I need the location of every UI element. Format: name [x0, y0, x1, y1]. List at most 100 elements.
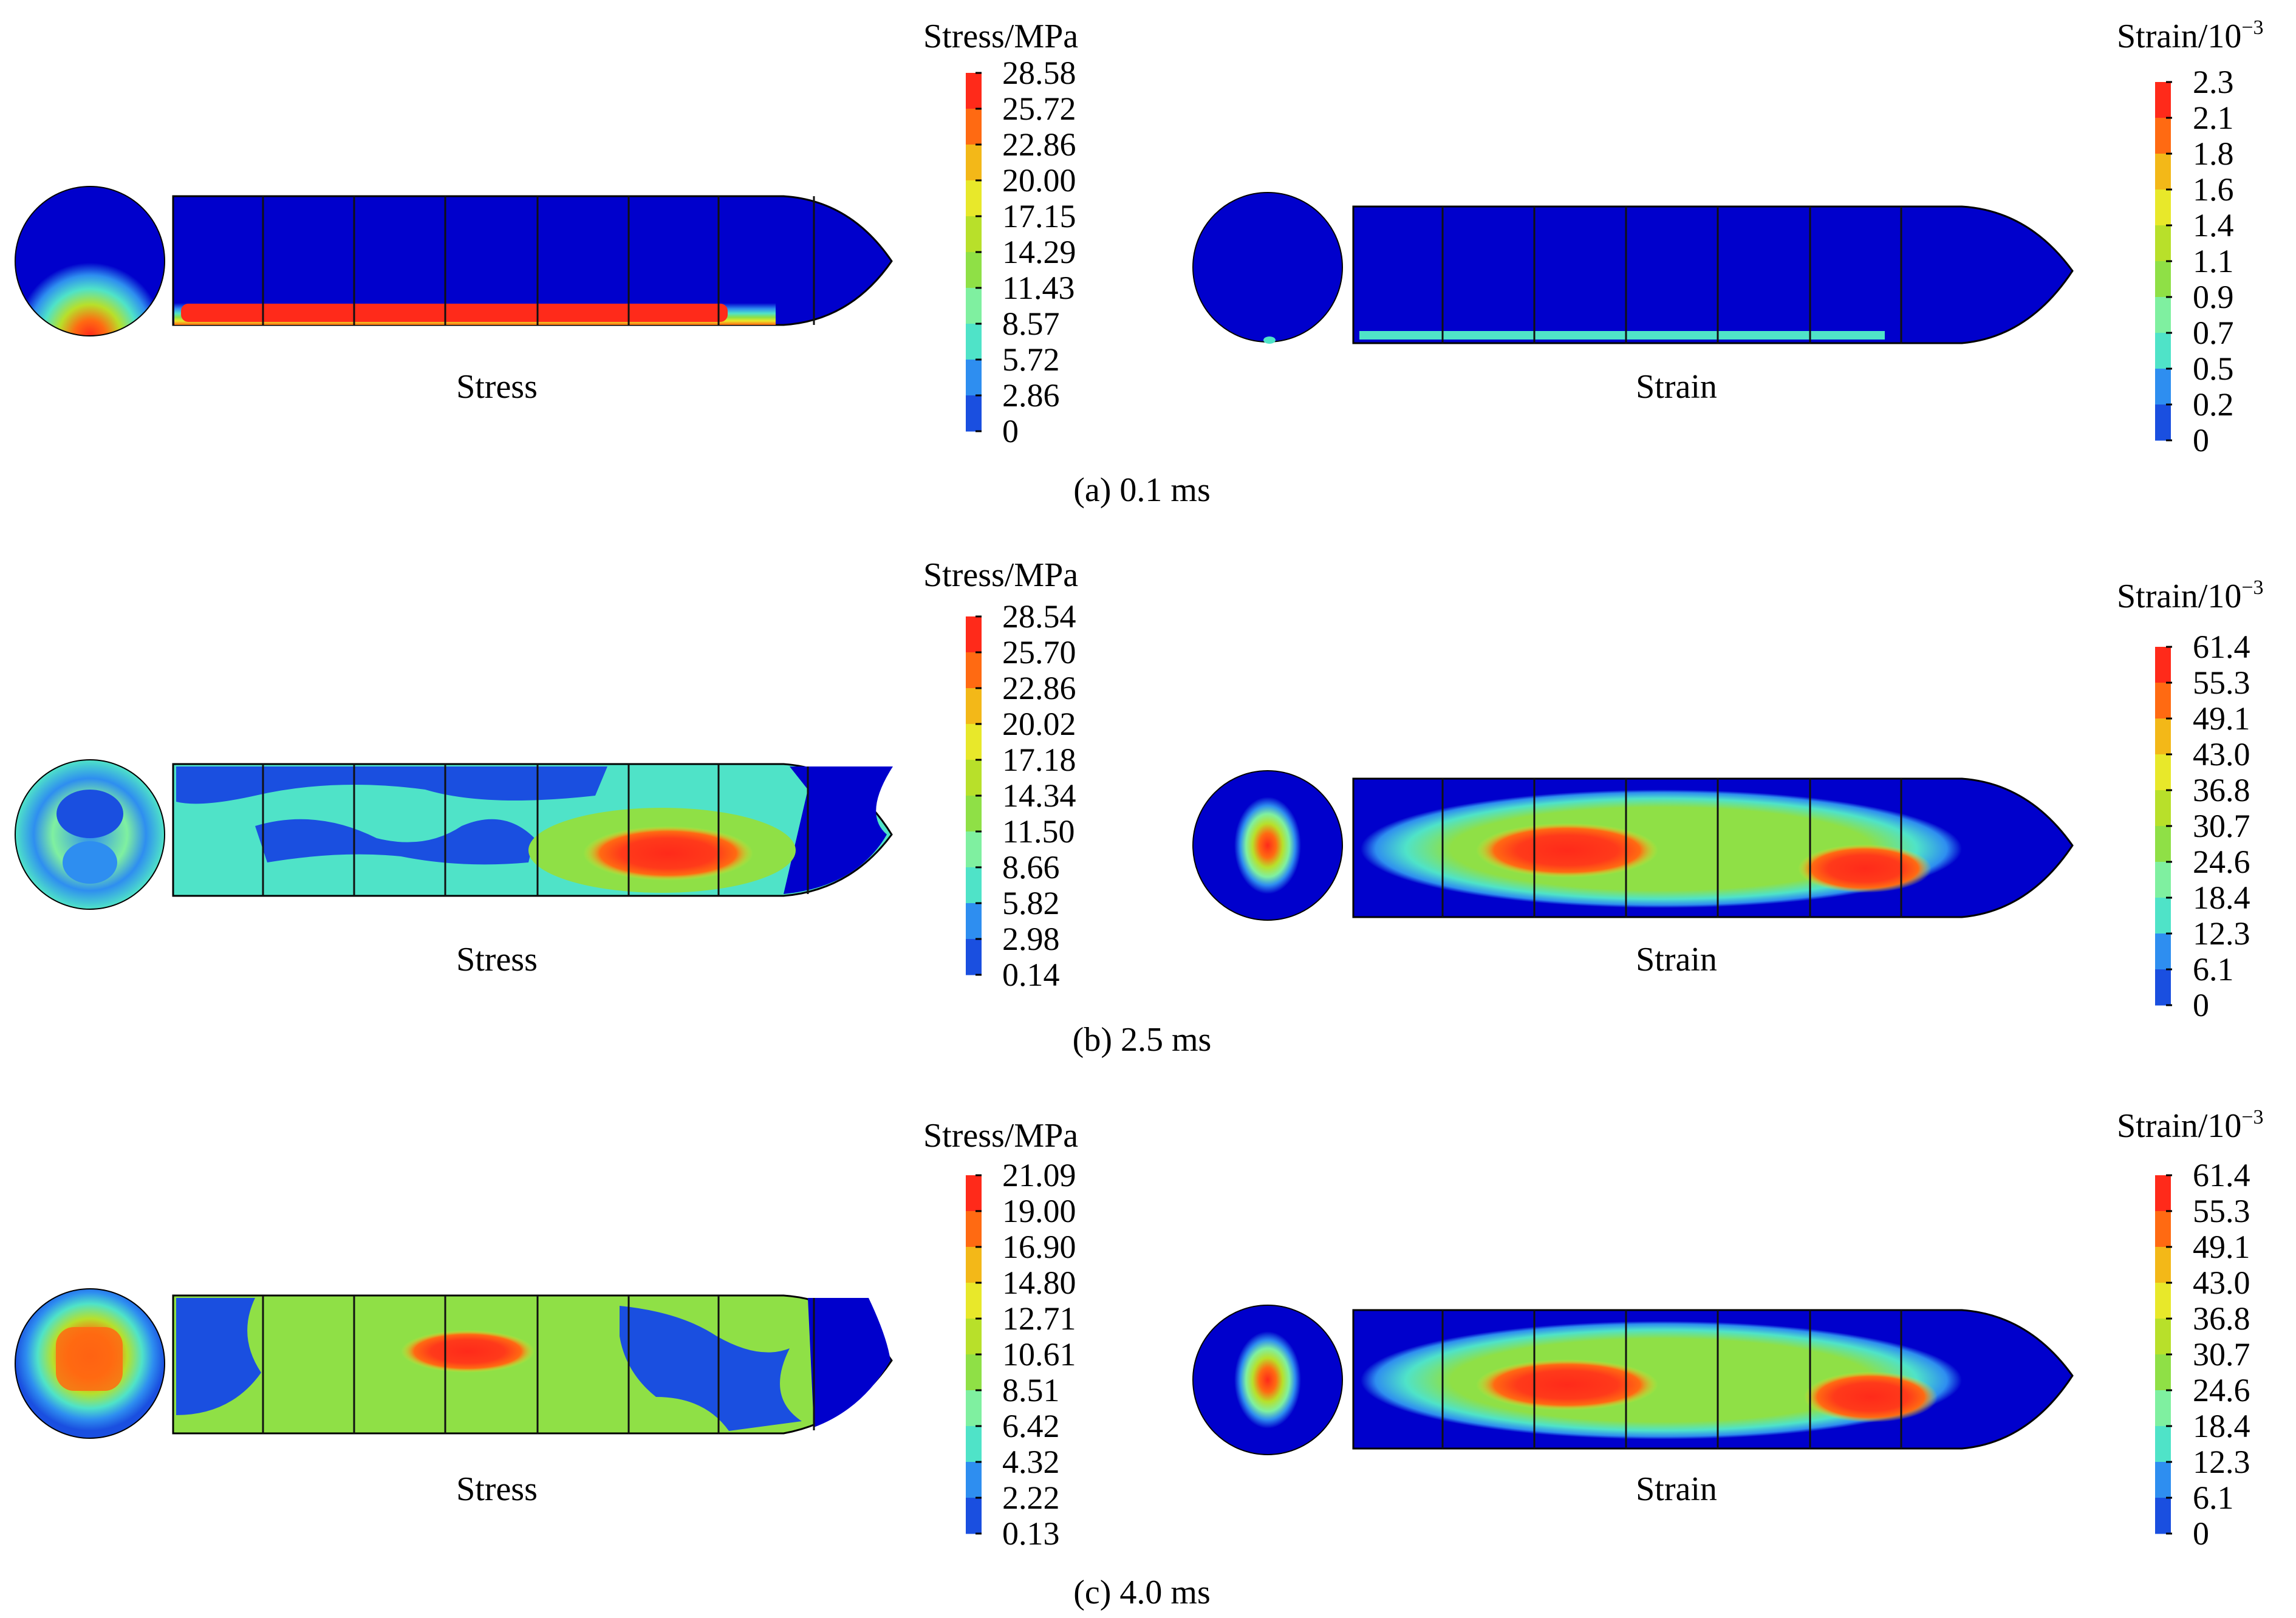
tick-label: 11.50	[1002, 813, 1075, 850]
tick-label: 2.86	[1002, 377, 1060, 414]
tick-label: 0.7	[2193, 315, 2234, 351]
colorbar-level-red-orange	[966, 109, 982, 145]
stress-scale-title: Stress/MPa	[923, 18, 1078, 55]
tick-label: 2.3	[2193, 64, 2234, 100]
colorbar-level-yellow	[966, 1283, 982, 1319]
tick-label: 28.58	[1002, 55, 1076, 91]
stress-scale-a: Stress/MPa 28.5825.7222.8620.0017.1514.2…	[923, 18, 1078, 449]
element-lines-strain-b	[1441, 779, 1902, 917]
tick-label: 16.90	[1002, 1229, 1076, 1265]
tick-label: 22.86	[1002, 126, 1076, 163]
tick-label: 21.09	[1002, 1157, 1076, 1193]
colorbar-level-red	[2155, 82, 2171, 118]
strain-panel-c: Strain	[1192, 1305, 2074, 1508]
tick-label: 4.32	[1002, 1444, 1060, 1480]
tick-label: 1.4	[2193, 207, 2234, 244]
colorbar-level-yellow-green	[966, 216, 982, 253]
stress-blue-patch-c2	[620, 1306, 802, 1431]
tick-label: 6.1	[2193, 951, 2234, 988]
tick-label: 20.00	[1002, 162, 1076, 199]
colorbar-level-green	[2155, 1354, 2171, 1391]
colorbar-level-orange	[2155, 719, 2171, 755]
tick-label: 5.82	[1002, 885, 1060, 921]
row-b: Stress Stress/MPa 28.5425.7022.8620.0217…	[15, 556, 2264, 1059]
strain-scale-title: Strain/10−3	[2117, 576, 2264, 615]
colorbar-level-red	[966, 616, 982, 653]
tick-label: 0.13	[1002, 1515, 1060, 1552]
tick-label: 8.57	[1002, 306, 1060, 342]
stress-blue-patch-b2	[255, 819, 535, 865]
stress-colorbar-c	[966, 1175, 982, 1534]
colorbar-level-blue	[2155, 1498, 2171, 1534]
tick-label: 22.86	[1002, 670, 1076, 706]
colorbar-level-yellow	[2155, 1283, 2171, 1319]
colorbar-level-aquamarine	[966, 1390, 982, 1427]
tick-label: 61.4	[2193, 629, 2250, 665]
colorbar-level-blue	[966, 395, 982, 432]
stress-hot-zone-b	[583, 826, 753, 881]
colorbar-level-red	[2155, 647, 2171, 683]
tick-label: 25.70	[1002, 634, 1076, 671]
colorbar-level-red-orange	[2155, 1211, 2171, 1248]
tick-label: 55.3	[2193, 664, 2250, 701]
strain-scale-c: Strain/10−3 61.455.349.143.036.830.724.6…	[2117, 1106, 2264, 1552]
strain-core-b	[1234, 797, 1301, 894]
stress-swirl-b1	[56, 790, 123, 838]
tick-label: 2.98	[1002, 921, 1060, 957]
colorbar-level-aquamarine	[2155, 297, 2171, 333]
tick-label: 6.1	[2193, 1480, 2234, 1516]
stress-cross-section-a	[15, 186, 165, 336]
stress-blue-patch-b1	[176, 766, 607, 804]
tick-label: 0	[2193, 422, 2209, 459]
element-lines-strain-c	[1441, 1310, 1902, 1449]
tick-label: 17.15	[1002, 198, 1076, 234]
strain-spot-a	[1263, 336, 1276, 344]
stress-plot-label: Stress	[456, 1470, 538, 1508]
colorbar-level-green	[966, 796, 982, 832]
stress-ticks-c: 21.0919.0016.9014.8012.7110.618.516.424.…	[975, 1157, 1076, 1552]
strain-core-c	[1234, 1331, 1301, 1429]
stress-panel-c: Stress	[15, 1288, 893, 1508]
stress-scale-b: Stress/MPa 28.5425.7022.8620.0217.1814.3…	[923, 556, 1078, 993]
tick-label: 0.2	[2193, 386, 2234, 423]
colorbar-level-yellow-green	[2155, 790, 2171, 827]
strain-scale-title: Strain/10−3	[2117, 1106, 2264, 1145]
stress-swirl-b2	[63, 841, 117, 884]
strain-ticks-b: 61.455.349.143.036.830.724.618.412.36.10	[2166, 629, 2250, 1023]
colorbar-level-orange	[2155, 1247, 2171, 1283]
colorbar-level-cyan	[2155, 333, 2171, 369]
stress-scale-title: Stress/MPa	[923, 556, 1078, 594]
tick-label: 10.61	[1002, 1336, 1076, 1373]
stress-plot-label: Stress	[456, 368, 538, 406]
colorbar-level-yellow	[966, 724, 982, 760]
tick-label: 25.72	[1002, 90, 1076, 127]
colorbar-level-light-blue	[966, 1462, 982, 1498]
tick-label: 17.18	[1002, 742, 1076, 778]
tick-label: 18.4	[2193, 1408, 2250, 1444]
stress-colorbar-b	[966, 616, 982, 975]
colorbar-level-red-orange	[2155, 683, 2171, 719]
strain-plot-label: Strain	[1636, 1470, 1717, 1508]
colorbar-level-yellow	[966, 180, 982, 217]
tick-label: 1.1	[2193, 243, 2234, 279]
element-lines-strain-a	[1441, 207, 1902, 343]
strain-body-a	[1352, 205, 2074, 344]
strain-colorbar-c	[2155, 1175, 2171, 1534]
colorbar-level-aquamarine	[966, 831, 982, 868]
stress-panel-b: Stress	[15, 759, 893, 978]
tick-label: 12.3	[2193, 1444, 2250, 1480]
tick-label: 14.34	[1002, 777, 1076, 814]
strain-scale-a: Strain/10−3 2.32.11.81.61.41.10.90.70.50…	[2117, 16, 2264, 459]
colorbar-level-light-blue	[966, 903, 982, 940]
strain-colorbar-a	[2155, 82, 2171, 441]
colorbar-level-blue	[2155, 405, 2171, 441]
tick-label: 24.6	[2193, 844, 2250, 880]
colorbar-level-green	[966, 1354, 982, 1391]
colorbar-level-cyan	[966, 1426, 982, 1463]
stress-ticks-a: 28.5825.7222.8620.0017.1514.2911.438.575…	[975, 55, 1076, 449]
colorbar-level-green	[2155, 261, 2171, 298]
tick-label: 0	[1002, 413, 1019, 449]
tick-label: 1.8	[2193, 135, 2234, 172]
tick-label: 11.43	[1002, 270, 1075, 306]
